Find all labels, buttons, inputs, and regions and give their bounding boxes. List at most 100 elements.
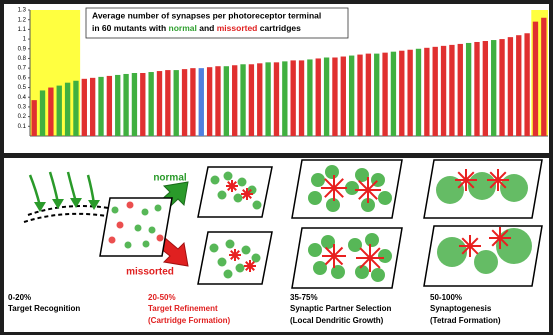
bar (307, 59, 312, 136)
bar (207, 67, 212, 136)
stage-detail: (Cartridge Formation) (148, 316, 231, 325)
bar (399, 51, 404, 136)
bar (382, 53, 387, 136)
bar (332, 57, 337, 136)
bar (391, 52, 396, 136)
bar (366, 54, 371, 136)
bar (140, 73, 145, 136)
bar (132, 73, 137, 136)
bar (199, 68, 204, 136)
y-tick-label: 0.2 (18, 114, 27, 120)
cell (378, 249, 392, 263)
cell (218, 191, 227, 200)
title-part: cartridges (260, 23, 301, 33)
bar (190, 68, 195, 136)
stage-name: Target Recognition (8, 304, 80, 313)
bar (82, 79, 87, 136)
bar (282, 61, 287, 136)
bar (449, 45, 454, 136)
figure: 0.10.20.30.40.50.60.70.80.911.11.21.3 Av… (0, 0, 553, 335)
stage-range: 50-100% (430, 293, 462, 302)
bar (157, 71, 162, 136)
cell (224, 270, 233, 279)
bar (148, 72, 153, 136)
bar (483, 41, 488, 136)
bar (374, 54, 379, 136)
bar (441, 46, 446, 136)
title-missorted: missorted (217, 23, 258, 33)
bar (491, 40, 496, 136)
bar (40, 90, 45, 136)
cell (253, 201, 262, 210)
cell (311, 173, 325, 187)
cell (325, 165, 339, 179)
cell (135, 225, 142, 232)
bar (324, 57, 329, 136)
bar (524, 33, 529, 136)
bar (474, 42, 479, 136)
bar (265, 62, 270, 136)
bar (274, 62, 279, 136)
stage-range: 0-20% (8, 293, 31, 302)
cell (109, 237, 116, 244)
bar (65, 83, 70, 136)
cell (155, 205, 162, 212)
bar (98, 77, 103, 136)
chart-title: in 60 mutants with normal and missorted … (92, 23, 301, 33)
cell (142, 209, 149, 216)
bar (115, 75, 120, 136)
y-tick-label: 0.6 (18, 75, 27, 81)
cell (371, 268, 385, 282)
highlight (30, 10, 80, 136)
bar (224, 66, 229, 136)
stage-name: Synaptic Partner Selection (290, 304, 391, 313)
cell (242, 246, 251, 255)
title-part: and (199, 23, 214, 33)
bar (107, 76, 112, 136)
cell (496, 228, 532, 264)
stage-detail: (Local Dendritic Growth) (290, 316, 384, 325)
stage-range: 35-75% (290, 293, 318, 302)
bar (433, 47, 438, 136)
bar (516, 35, 521, 136)
bar (407, 50, 412, 136)
bar (90, 78, 95, 136)
bar (182, 69, 187, 136)
cell (210, 244, 219, 253)
bar (349, 56, 354, 136)
bar (257, 63, 262, 136)
cell (127, 202, 134, 209)
bar (249, 64, 254, 136)
bar (232, 65, 237, 136)
cell (252, 254, 261, 263)
stage-detail: (Tetrad Formation) (430, 316, 501, 325)
cell (345, 181, 359, 195)
plane (198, 167, 272, 217)
cell (117, 222, 124, 229)
cell (365, 233, 379, 247)
bar (508, 37, 513, 136)
y-tick-label: 1.1 (18, 27, 27, 33)
cell (500, 174, 528, 202)
bar (165, 70, 170, 136)
bar (57, 86, 62, 136)
bar (533, 22, 538, 136)
cell (236, 264, 245, 273)
cell (224, 172, 233, 181)
cell (157, 235, 164, 242)
y-tick-label: 1.2 (18, 17, 27, 23)
bar (416, 49, 421, 136)
bar (240, 64, 245, 136)
bar (316, 58, 321, 136)
y-tick-label: 0.3 (18, 105, 27, 111)
stage-name: Target Refinement (148, 304, 218, 313)
cell (355, 168, 369, 182)
bar (341, 57, 346, 136)
cell (321, 235, 335, 249)
stage-name: Synaptogenesis (430, 304, 492, 313)
bar (215, 66, 220, 136)
y-tick-label: 0.9 (18, 46, 27, 52)
bar (499, 39, 504, 136)
label-normal: normal (153, 173, 187, 184)
chart-title: Average number of synapses per photorece… (92, 10, 321, 20)
